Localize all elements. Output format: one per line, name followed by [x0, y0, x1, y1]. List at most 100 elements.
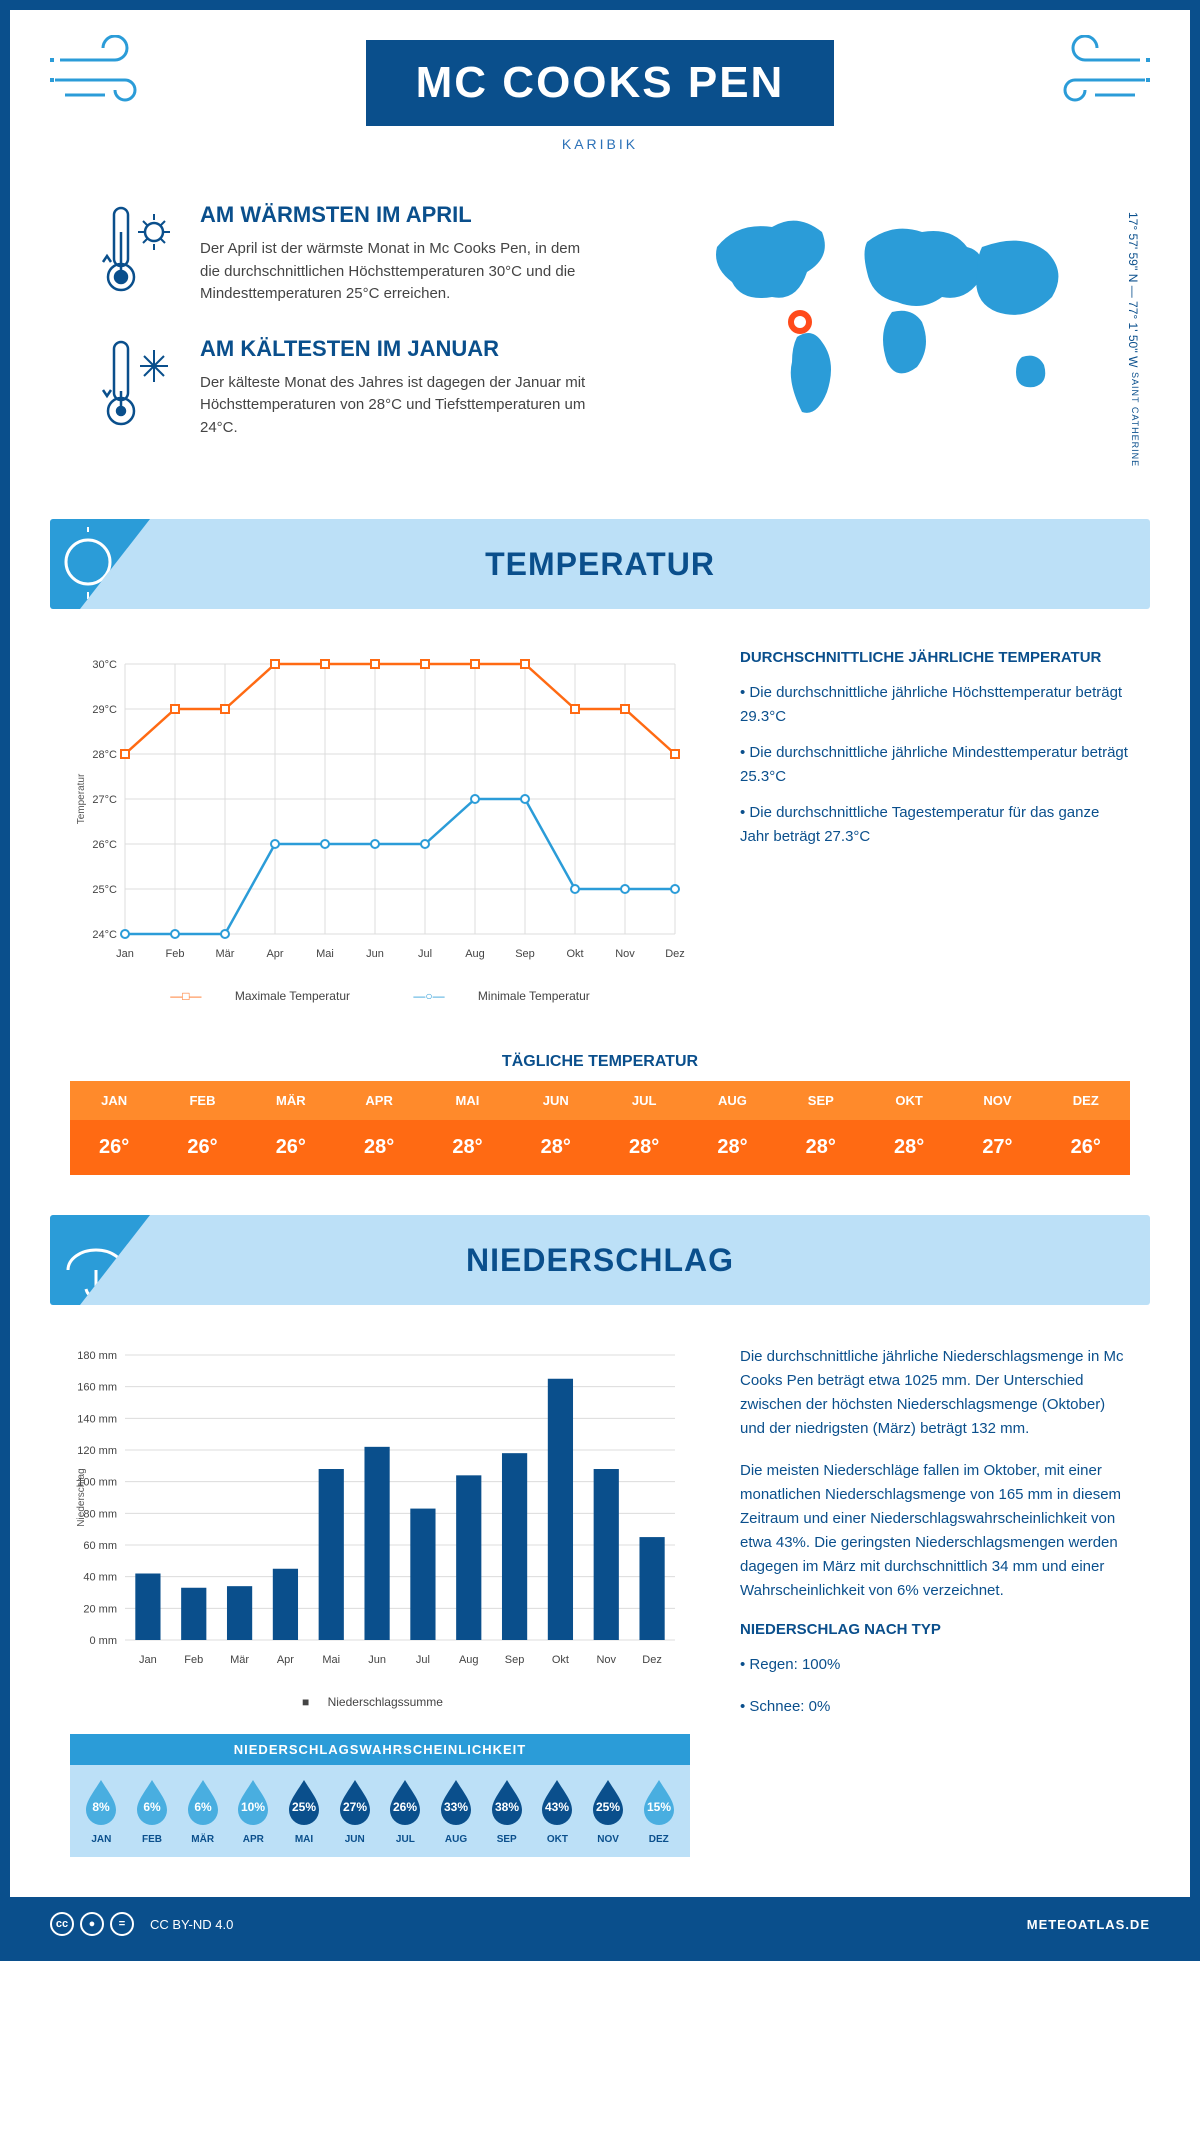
svg-text:27%: 27%	[343, 1800, 367, 1814]
page-subtitle: KARIBIK	[10, 136, 1190, 152]
svg-text:Mai: Mai	[316, 948, 334, 960]
table-header: MAI	[423, 1081, 511, 1120]
license-text: CC BY-ND 4.0	[150, 1917, 233, 1932]
temperature-title: TEMPERATUR	[485, 546, 715, 583]
table-cell: 28°	[512, 1120, 600, 1175]
title-plate: MC COOKS PEN	[366, 40, 835, 126]
precip-type-bullet: • Regen: 100%	[740, 1653, 1130, 1677]
probability-drop: 43%OKT	[532, 1777, 583, 1845]
footer: cc ● = CC BY-ND 4.0 METEOATLAS.DE	[10, 1897, 1190, 1951]
table-cell: 27°	[953, 1120, 1041, 1175]
svg-text:25%: 25%	[596, 1800, 620, 1814]
svg-text:180 mm: 180 mm	[77, 1350, 117, 1362]
svg-text:28°C: 28°C	[92, 749, 117, 761]
table-cell: 28°	[600, 1120, 688, 1175]
svg-text:Nov: Nov	[615, 948, 635, 960]
header: MC COOKS PEN KARIBIK	[10, 10, 1190, 172]
precipitation-content: 0 mm20 mm40 mm60 mm80 mm100 mm120 mm140 …	[10, 1305, 1190, 1897]
precipitation-chart-col: 0 mm20 mm40 mm60 mm80 mm100 mm120 mm140 …	[70, 1345, 690, 1857]
table-cell: 28°	[865, 1120, 953, 1175]
page-title: MC COOKS PEN	[416, 58, 785, 108]
svg-text:10%: 10%	[241, 1800, 265, 1814]
table-cell: 26°	[1042, 1120, 1130, 1175]
svg-text:Sep: Sep	[505, 1654, 525, 1666]
temp-legend: —□— Maximale Temperatur —○— Minimale Tem…	[70, 989, 690, 1003]
svg-text:20 mm: 20 mm	[83, 1603, 117, 1615]
thermometer-sun-icon	[100, 202, 175, 306]
svg-text:Jan: Jan	[116, 948, 134, 960]
svg-text:Mai: Mai	[322, 1654, 340, 1666]
table-header: DEZ	[1042, 1081, 1130, 1120]
svg-text:8%: 8%	[93, 1800, 111, 1814]
summary-text-col: AM WÄRMSTEN IM APRIL Der April ist der w…	[100, 202, 624, 469]
precipitation-probability-box: NIEDERSCHLAGSWAHRSCHEINLICHKEIT 8%JAN6%F…	[70, 1734, 690, 1857]
svg-text:60 mm: 60 mm	[83, 1540, 117, 1552]
svg-text:Apr: Apr	[266, 948, 283, 960]
wind-icon-right	[1040, 35, 1150, 120]
svg-text:15%: 15%	[647, 1800, 671, 1814]
temperature-section-header: TEMPERATUR	[50, 519, 1150, 609]
svg-text:Mär: Mär	[230, 1654, 249, 1666]
svg-text:Mär: Mär	[216, 948, 235, 960]
svg-text:26°C: 26°C	[92, 839, 117, 851]
legend-max-label: Maximale Temperatur	[235, 989, 350, 1003]
probability-drop: 26%JUL	[380, 1777, 431, 1845]
line-chart-svg: 24°C25°C26°C27°C28°C29°C30°CJanFebMärApr…	[70, 649, 690, 969]
svg-text:Temperatur: Temperatur	[76, 773, 87, 824]
coldest-title: AM KÄLTESTEN IM JANUAR	[200, 336, 600, 362]
legend-min-label: Minimale Temperatur	[478, 989, 590, 1003]
warmest-title: AM WÄRMSTEN IM APRIL	[200, 202, 600, 228]
svg-text:Jul: Jul	[418, 948, 432, 960]
temperature-content: 24°C25°C26°C27°C28°C29°C30°CJanFebMärApr…	[10, 609, 1190, 1043]
table-header: NOV	[953, 1081, 1041, 1120]
probability-drop: 25%MAI	[279, 1777, 330, 1845]
svg-text:Aug: Aug	[465, 948, 485, 960]
svg-text:26%: 26%	[393, 1800, 417, 1814]
table-header: JAN	[70, 1081, 158, 1120]
svg-text:160 mm: 160 mm	[77, 1382, 117, 1394]
svg-text:6%: 6%	[194, 1800, 212, 1814]
table-cell: 26°	[247, 1120, 335, 1175]
svg-text:29°C: 29°C	[92, 704, 117, 716]
probability-drop: 27%JUN	[329, 1777, 380, 1845]
precipitation-section-header: NIEDERSCHLAG	[50, 1215, 1150, 1305]
thermometer-snow-icon	[100, 336, 175, 440]
svg-text:43%: 43%	[545, 1800, 569, 1814]
table-cell: 28°	[335, 1120, 423, 1175]
precip-type-title: NIEDERSCHLAG NACH TYP	[740, 1621, 1130, 1638]
probability-drop: 38%SEP	[481, 1777, 532, 1845]
probability-drop: 15%DEZ	[633, 1777, 684, 1845]
svg-text:Niederschlag: Niederschlag	[76, 1468, 87, 1526]
world-map: 17° 57' 59'' N — 77° 1' 50'' W SAINT CAT…	[654, 202, 1130, 469]
table-header: FEB	[158, 1081, 246, 1120]
temp-info-title: DURCHSCHNITTLICHE JÄHRLICHE TEMPERATUR	[740, 649, 1130, 666]
table-cell: 26°	[70, 1120, 158, 1175]
by-icon: ●	[80, 1912, 104, 1936]
site-name: METEOATLAS.DE	[1027, 1917, 1150, 1932]
table-cell: 26°	[158, 1120, 246, 1175]
daily-temperature-table: JANFEBMÄRAPRMAIJUNJULAUGSEPOKTNOVDEZ26°2…	[70, 1081, 1130, 1175]
page: MC COOKS PEN KARIBIK AM WÄRMSTEN IM APRI…	[0, 0, 1200, 1961]
svg-text:Sep: Sep	[515, 948, 535, 960]
svg-text:Apr: Apr	[277, 1654, 294, 1666]
temperature-chart: 24°C25°C26°C27°C28°C29°C30°CJanFebMärApr…	[70, 649, 690, 1003]
warmest-block: AM WÄRMSTEN IM APRIL Der April ist der w…	[100, 202, 624, 306]
precip-legend: ■ Niederschlagssumme	[70, 1695, 690, 1709]
svg-text:6%: 6%	[143, 1800, 161, 1814]
corner-decoration	[50, 1215, 150, 1305]
precip-p2: Die meisten Niederschläge fallen im Okto…	[740, 1459, 1130, 1603]
precip-legend-label: Niederschlagssumme	[328, 1695, 443, 1709]
table-cell: 28°	[423, 1120, 511, 1175]
svg-text:Jul: Jul	[416, 1654, 430, 1666]
svg-text:Dez: Dez	[642, 1654, 662, 1666]
coordinates-text: 17° 57' 59'' N — 77° 1' 50'' W	[1126, 212, 1140, 367]
table-cell: 28°	[777, 1120, 865, 1175]
table-header: JUL	[600, 1081, 688, 1120]
table-header: MÄR	[247, 1081, 335, 1120]
table-header: APR	[335, 1081, 423, 1120]
svg-text:24°C: 24°C	[92, 929, 117, 941]
svg-text:Feb: Feb	[184, 1654, 203, 1666]
temp-bullet: • Die durchschnittliche Tagestemperatur …	[740, 801, 1130, 849]
svg-text:0 mm: 0 mm	[90, 1635, 118, 1647]
daily-temp-title: TÄGLICHE TEMPERATUR	[10, 1053, 1190, 1071]
